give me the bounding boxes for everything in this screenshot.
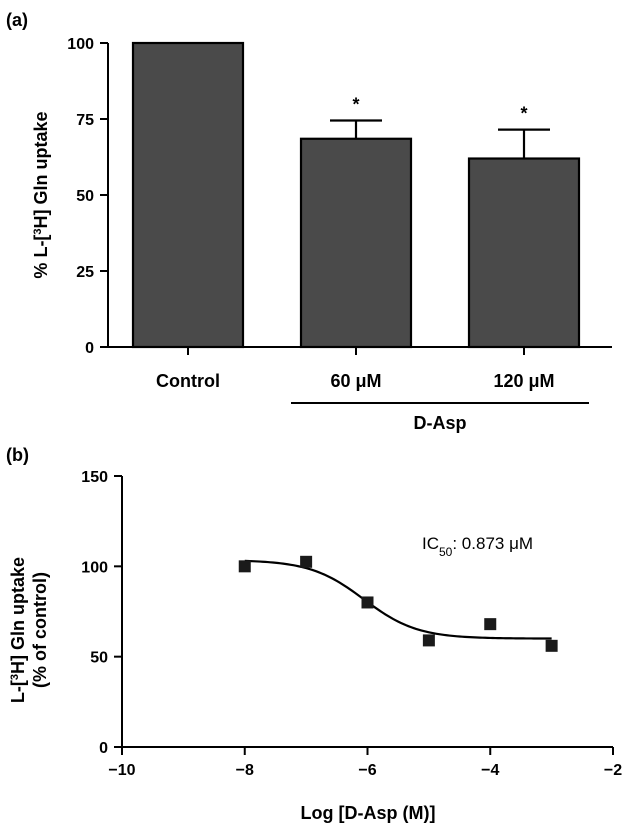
data-point <box>361 596 374 609</box>
y-tick-label: 25 <box>76 264 94 281</box>
panel-b-y-axis-label-line2: (% of control) <box>30 572 50 688</box>
x-tick-label: 60 μM <box>330 371 381 391</box>
x-tick-label: −2 <box>604 762 622 779</box>
ic50-subscript: 50 <box>439 545 453 559</box>
ic50-annotation: IC50: 0.873 μM <box>422 534 533 559</box>
x-tick-label: −10 <box>108 762 135 779</box>
y-tick-label: 100 <box>81 559 108 576</box>
significance-marker: * <box>520 104 527 124</box>
panel-b-x-axis-label: Log [D-Asp (M)] <box>301 803 436 823</box>
fit-curve <box>244 559 552 640</box>
y-tick-label: 0 <box>85 340 94 357</box>
data-point <box>238 560 251 573</box>
y-tick-label: 50 <box>90 650 108 667</box>
panel-a-group-bracket: D-Asp <box>291 402 589 433</box>
y-tick-label: 100 <box>67 36 94 53</box>
panel-b-y-axis-label-line1: L-[3H] Gln uptake <box>8 557 28 703</box>
bar <box>467 157 581 349</box>
y-tick-label: 150 <box>81 469 108 486</box>
data-point <box>300 555 313 568</box>
data-point <box>422 634 435 647</box>
group-label: D-Asp <box>414 413 467 433</box>
x-tick-label: −4 <box>481 762 499 779</box>
panel-b-points <box>238 555 558 652</box>
significance-marker: * <box>352 95 359 115</box>
data-point <box>545 639 558 652</box>
bar <box>131 41 245 349</box>
ylabel-part: H] Gln uptake <box>8 557 28 674</box>
panel-a-x-axis: Control 60 μM 120 μM <box>108 346 612 391</box>
panel-b-label: (b) <box>6 445 29 465</box>
panel-a-y-axis: 0 25 50 75 100 <box>67 36 109 357</box>
x-tick-label: Control <box>156 371 220 391</box>
ylabel-part: L-[ <box>8 680 28 703</box>
panel-b-x-axis: −10 −8 −6 −4 −2 <box>108 746 622 779</box>
panel-a-bars: * * <box>131 41 581 349</box>
panel-a-label: (a) <box>6 10 28 30</box>
ylabel-part: H] Gln uptake <box>31 111 51 228</box>
x-tick-label: −8 <box>236 762 254 779</box>
ylabel-superscript: 3 <box>32 228 44 234</box>
ic50-value: : 0.873 μM <box>452 534 533 553</box>
ylabel-part: % L-[ <box>31 235 51 279</box>
y-tick-label: 0 <box>99 740 108 757</box>
bar <box>299 137 413 349</box>
data-point <box>484 618 497 631</box>
panel-b-y-axis: 0 50 100 150 <box>81 469 123 757</box>
y-tick-label: 50 <box>76 188 94 205</box>
ic50-prefix: IC <box>422 534 439 553</box>
ylabel-superscript: 3 <box>9 674 21 680</box>
x-tick-label: −6 <box>358 762 376 779</box>
panel-a-y-axis-label: % L-[3H] Gln uptake <box>31 111 51 278</box>
y-tick-label: 75 <box>76 112 94 129</box>
x-tick-label: 120 μM <box>493 371 554 391</box>
